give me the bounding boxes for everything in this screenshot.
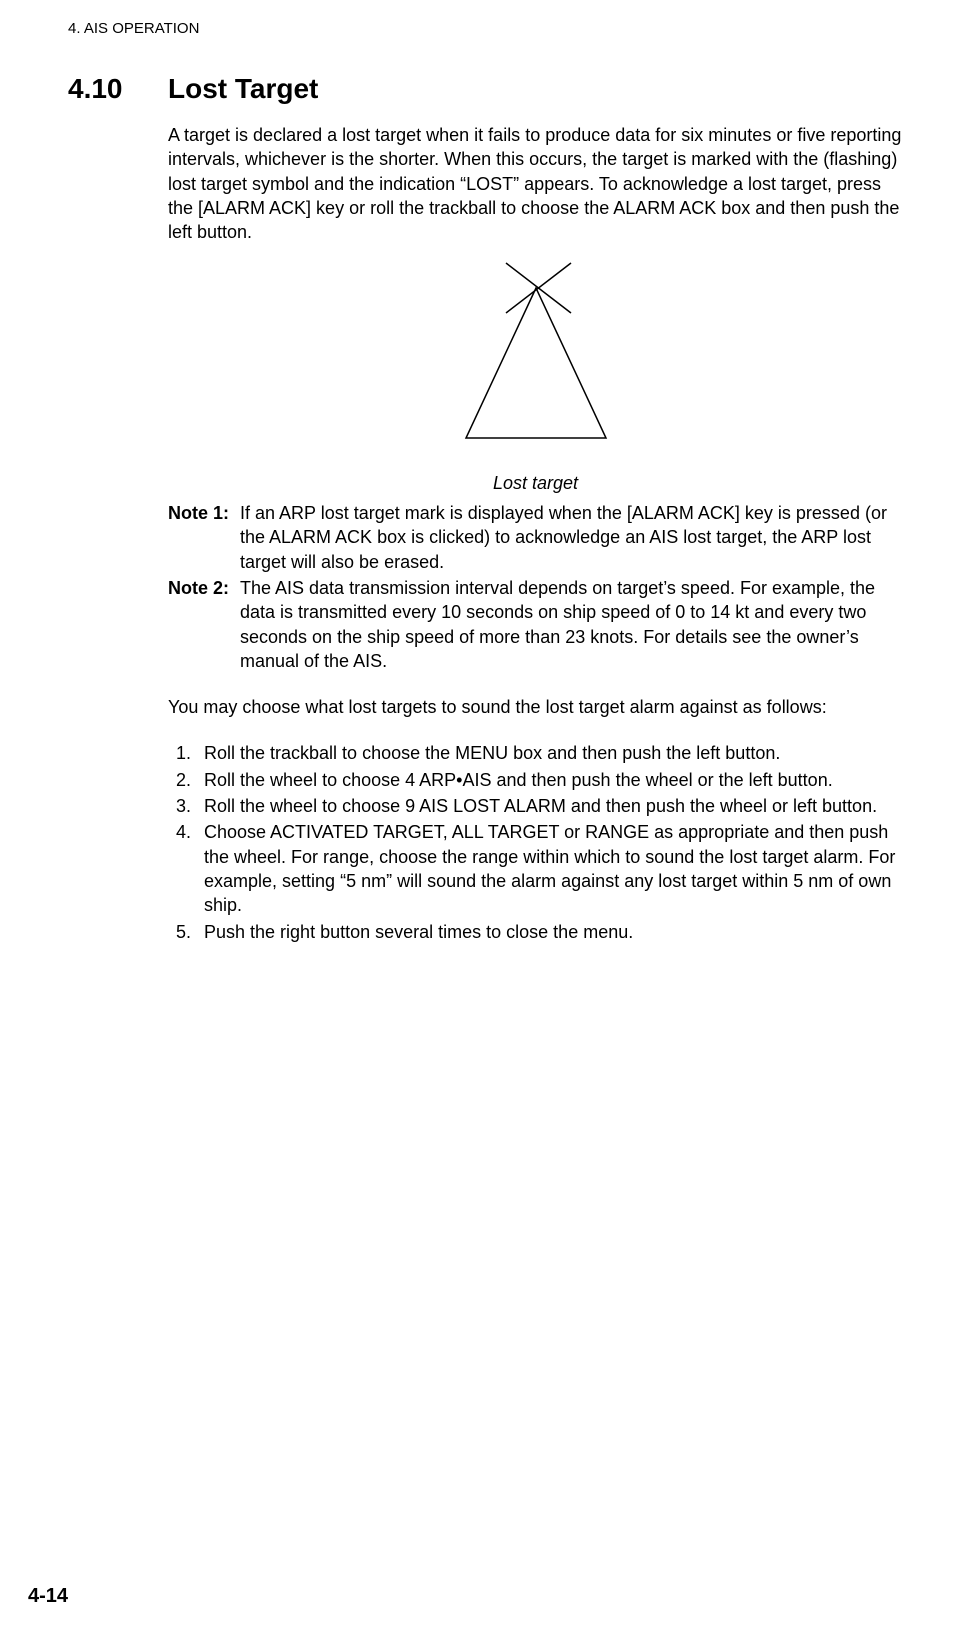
- step-2: Roll the wheel to choose 4 ARP•AIS and t…: [196, 768, 903, 792]
- lost-target-figure: [168, 258, 903, 464]
- step-4: Choose ACTIVATED TARGET, ALL TARGET or R…: [196, 820, 903, 917]
- step-5: Push the right button several times to c…: [196, 920, 903, 944]
- steps-list: Roll the trackball to choose the MENU bo…: [168, 741, 903, 943]
- step-3: Roll the wheel to choose 9 AIS LOST ALAR…: [196, 794, 903, 818]
- note-1-text: If an ARP lost target mark is displayed …: [240, 501, 903, 574]
- section-heading: 4.10Lost Target: [68, 73, 903, 105]
- intro-paragraph: A target is declared a lost target when …: [168, 123, 903, 244]
- note-2: Note 2: The AIS data transmission interv…: [168, 576, 903, 673]
- lost-target-icon: [426, 258, 646, 458]
- figure-caption: Lost target: [168, 471, 903, 495]
- note-1-label: Note 1:: [168, 501, 240, 574]
- choose-paragraph: You may choose what lost targets to soun…: [168, 695, 903, 719]
- section-title-text: Lost Target: [168, 73, 318, 104]
- page-header: 4. AIS OPERATION: [68, 20, 903, 37]
- section-number: 4.10: [68, 73, 168, 105]
- triangle-shape: [466, 288, 606, 438]
- page-number: 4-14: [28, 1585, 68, 1608]
- note-2-text: The AIS data transmission interval depen…: [240, 576, 903, 673]
- note-1: Note 1: If an ARP lost target mark is di…: [168, 501, 903, 574]
- note-2-label: Note 2:: [168, 576, 240, 673]
- step-1: Roll the trackball to choose the MENU bo…: [196, 741, 903, 765]
